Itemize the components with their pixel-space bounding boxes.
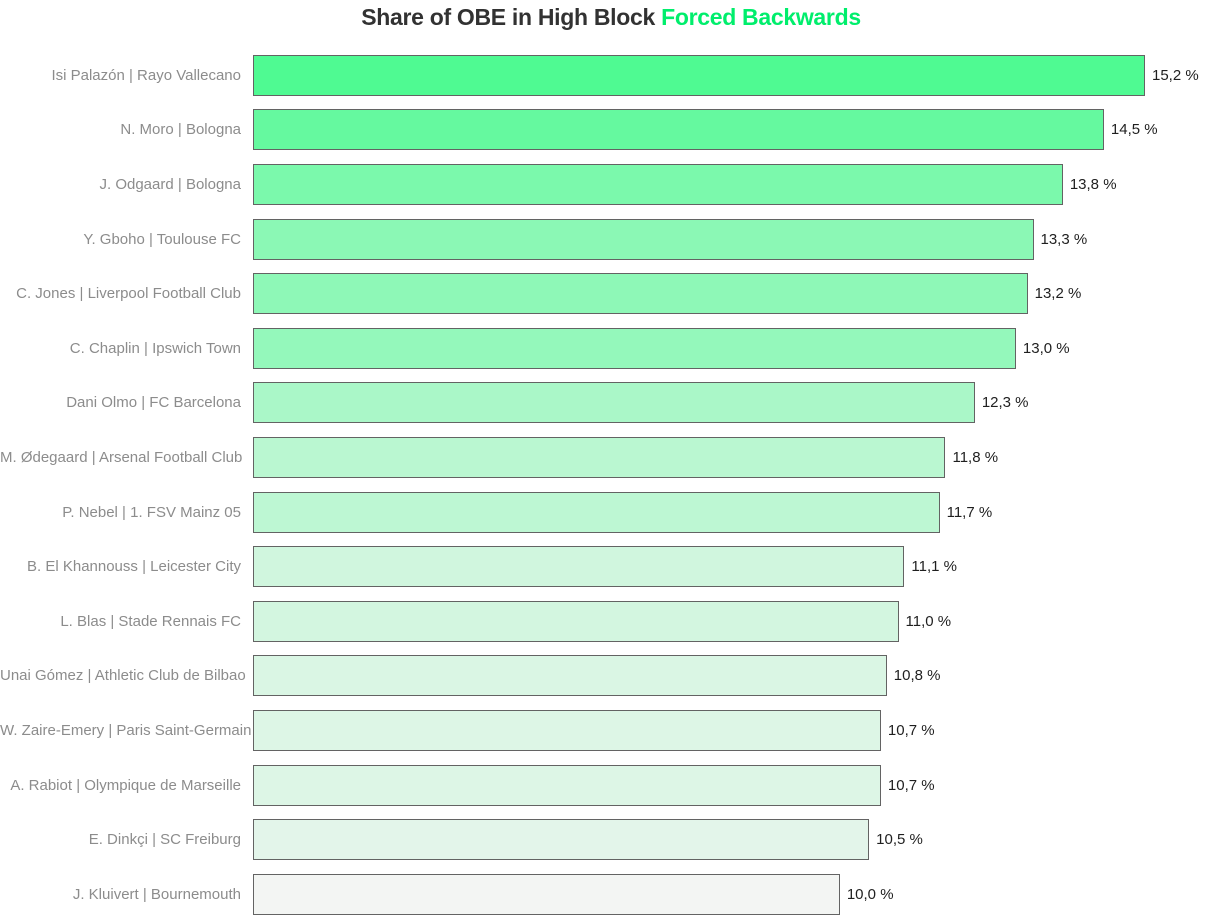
category-label: L. Blas | Stade Rennais FC bbox=[60, 612, 241, 630]
bar-row: Y. Gboho | Toulouse FC 13,3 % bbox=[0, 212, 1222, 267]
value-label: 10,5 % bbox=[876, 831, 923, 849]
value-label: 11,8 % bbox=[952, 448, 999, 466]
bar bbox=[253, 382, 975, 424]
category-label: N. Moro | Bologna bbox=[120, 121, 241, 139]
bar bbox=[253, 273, 1028, 315]
chart-title-accent: Forced Backwards bbox=[661, 4, 861, 30]
category-label: J. Odgaard | Bologna bbox=[99, 175, 242, 193]
value-label: 11,7 % bbox=[946, 503, 993, 521]
category-label: Y. Gboho | Toulouse FC bbox=[83, 230, 241, 248]
chart-title: Share of OBE in High Block Forced Backwa… bbox=[0, 4, 1222, 31]
bar bbox=[253, 655, 887, 697]
category-label: Dani Olmo | FC Barcelona bbox=[66, 394, 241, 412]
bar bbox=[253, 546, 905, 588]
bar bbox=[253, 436, 946, 478]
value-label: 13,8 % bbox=[1069, 175, 1117, 193]
bar-row: C. Chaplin | Ipswich Town 13,0 % bbox=[0, 321, 1222, 376]
bar bbox=[253, 600, 899, 642]
bar-row: B. El Khannouss | Leicester City 11,1 % bbox=[0, 539, 1222, 594]
bar bbox=[253, 491, 940, 533]
bar bbox=[253, 327, 1016, 369]
bar bbox=[253, 819, 870, 861]
bar-row: E. Dinkçi | SC Freiburg 10,5 % bbox=[0, 812, 1222, 867]
value-label: 15,2 % bbox=[1152, 66, 1199, 84]
category-label: A. Rabiot | Olympique de Marseille bbox=[10, 776, 241, 794]
bar-row: M. Ødegaard | Arsenal Football Club 11,8 … bbox=[0, 430, 1222, 485]
category-label: B. El Khannouss | Leicester City bbox=[27, 558, 241, 576]
value-label: 14,5 % bbox=[1110, 121, 1158, 139]
value-label: 11,0 % bbox=[905, 612, 952, 630]
category-label: E. Dinkçi | SC Freiburg bbox=[88, 831, 241, 849]
value-label: 10,8 % bbox=[893, 667, 941, 685]
category-label: M. Ødegaard | Arsenal Football Club bbox=[0, 448, 243, 466]
value-label: 10,7 % bbox=[887, 721, 935, 739]
category-label: P. Nebel | 1. FSV Mainz 05 bbox=[62, 503, 241, 521]
bar-row: C. Jones | Liverpool Football Club 13,2 % bbox=[0, 266, 1222, 321]
bar bbox=[253, 218, 1034, 260]
bar-row: J. Kluivert | Bournemouth 10,0 % bbox=[0, 867, 1222, 922]
bar bbox=[253, 709, 881, 751]
bar-row: W. Zaire-Emery | Paris Saint-Germain 10,7… bbox=[0, 703, 1222, 758]
bar-row: Dani Olmo | FC Barcelona 12,3 % bbox=[0, 376, 1222, 431]
category-label: Unai Gómez | Athletic Club de Bilbao bbox=[0, 667, 246, 685]
category-label: C. Chaplin | Ipswich Town bbox=[69, 339, 241, 357]
value-label: 13,2 % bbox=[1034, 285, 1082, 303]
value-label: 11,1 % bbox=[911, 558, 957, 576]
category-label: C. Jones | Liverpool Football Club bbox=[16, 285, 241, 303]
bar-row: Isi Palazón | Rayo Vallecano 15,2 % bbox=[0, 48, 1222, 103]
bar-chart-rows: Isi Palazón | Rayo Vallecano 15,2 % N. Mor… bbox=[0, 48, 1222, 922]
bar-row: P. Nebel | 1. FSV Mainz 05 11,7 % bbox=[0, 485, 1222, 540]
bar-row: L. Blas | Stade Rennais FC 11,0 % bbox=[0, 594, 1222, 649]
bar bbox=[253, 109, 1104, 151]
bar-row: A. Rabiot | Olympique de Marseille 10,7 % bbox=[0, 758, 1222, 813]
category-label: J. Kluivert | Bournemouth bbox=[72, 885, 241, 903]
bar-row: N. Moro | Bologna 14,5 % bbox=[0, 103, 1222, 158]
bar-row: Unai Gómez | Athletic Club de Bilbao 10,8… bbox=[0, 649, 1222, 704]
value-label: 13,3 % bbox=[1040, 230, 1088, 248]
value-label: 10,0 % bbox=[846, 885, 894, 903]
value-label: 10,7 % bbox=[887, 776, 935, 794]
bar bbox=[253, 873, 840, 915]
bar bbox=[253, 163, 1063, 205]
category-label: W. Zaire-Emery | Paris Saint-Germain bbox=[0, 721, 252, 739]
bar-row: J. Odgaard | Bologna 13,8 % bbox=[0, 157, 1222, 212]
bar bbox=[253, 54, 1145, 96]
bar bbox=[253, 764, 881, 806]
chart-title-main: Share of OBE in High Block bbox=[361, 4, 655, 30]
value-label: 13,0 % bbox=[1022, 339, 1070, 357]
category-label: Isi Palazón | Rayo Vallecano bbox=[51, 66, 241, 84]
value-label: 12,3 % bbox=[981, 394, 1029, 412]
